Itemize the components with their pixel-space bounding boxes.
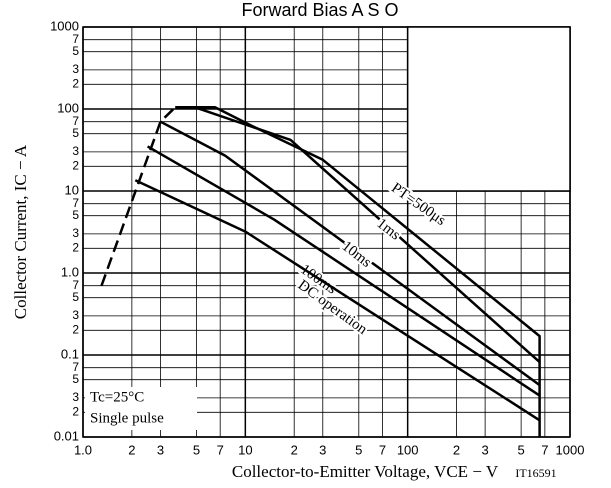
x-tick-label: 5 [355,442,362,457]
y-tick-label: 3 [72,390,79,404]
line [100,106,177,287]
y-tick-label: 3 [72,62,79,76]
y-tick-label: 5 [72,208,79,222]
line [134,179,541,422]
y-tick-label: 2 [72,158,79,172]
y-tick-label: 10 [65,182,79,197]
line [159,120,541,387]
x-tick-label: 7 [541,442,548,457]
x-tick-label: 2 [291,442,298,457]
figure-code: IT16591 [515,466,556,480]
y-tick-label: 5 [72,126,79,140]
y-tick-label: 1.0 [61,264,79,279]
x-tick-label: 1000 [556,442,585,457]
y-tick-label: 100 [57,100,79,115]
y-tick-label: 2 [72,76,79,90]
x-tick-label: 1.0 [74,442,92,457]
y-tick-label: 3 [72,308,79,322]
annotation-box [85,387,197,430]
y-tick-label: 7 [72,278,79,292]
x-tick-label: 7 [379,442,386,457]
x-tick-label: 3 [319,442,326,457]
x-tick-label: 2 [128,442,135,457]
y-tick-label: 5 [72,44,79,58]
x-tick-label: 5 [518,442,525,457]
blank-region [406,26,571,192]
y-tick-label: 5 [72,372,79,386]
y-tick-label: 5 [72,290,79,304]
annotation: Single pulse [90,410,164,426]
y-axis-label: Collector Current, IC − A [11,144,30,319]
line [175,106,541,437]
x-tick-label: 2 [453,442,460,457]
y-tick-label: 0.01 [54,428,79,443]
y-tick-label: 3 [72,144,79,158]
y-tick-label: 2 [72,240,79,254]
line [146,145,541,397]
y-tick-label: 7 [72,196,79,210]
x-tick-label: 10 [238,442,252,457]
x-axis-label: Collector-to-Emitter Voltage, VCE − V [232,462,499,481]
line [194,106,541,364]
y-tick-label: 0.1 [61,346,79,361]
y-tick-label: 7 [72,32,79,46]
y-tick-label: 2 [72,322,79,336]
x-tick-label: 7 [217,442,224,457]
y-tick-label: 7 [72,360,79,374]
curve-label: 1ms [374,216,404,244]
x-tick-label: 5 [193,442,200,457]
y-tick-label: 3 [72,226,79,240]
y-tick-label: 7 [72,114,79,128]
x-tick-label: 3 [482,442,489,457]
y-tick-label: 2 [72,404,79,418]
chart-title: Forward Bias A S O [241,0,398,20]
x-tick-label: 100 [397,442,419,457]
x-tick-label: 3 [157,442,164,457]
y-tick-label: 1000 [50,18,79,33]
annotation: Tc=25°C [90,389,144,405]
plot-frame [82,26,571,438]
